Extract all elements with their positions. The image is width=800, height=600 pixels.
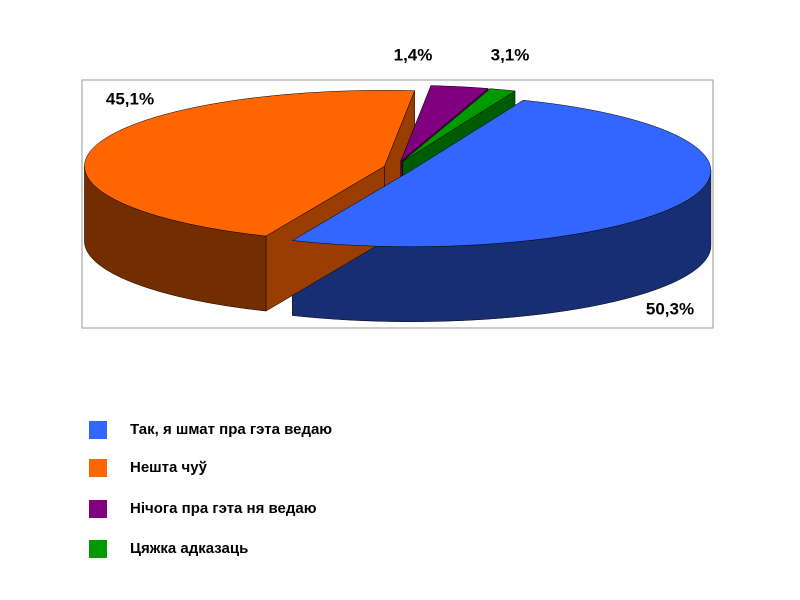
data-label: 50,3%: [646, 299, 694, 318]
legend-swatch: [89, 421, 107, 439]
slice: [291, 99, 712, 247]
slice: [84, 89, 416, 237]
legend-label: Цяжка адказаць: [130, 540, 248, 557]
legend-label: Нічога пра гэта ня ведаю: [130, 500, 317, 517]
data-label: 3,1%: [491, 45, 530, 64]
slice: [402, 88, 516, 162]
slice: [400, 85, 489, 162]
legend-swatch: [89, 459, 107, 477]
data-label: 1,4%: [394, 45, 433, 64]
legend-label: Нешта чуў: [130, 459, 208, 476]
data-labels: 50,3% 45,1% 3,1% 1,4%: [106, 45, 694, 318]
legend-swatch: [89, 500, 107, 518]
plot-frame: [81, 79, 714, 329]
legend: Так, я шмат пра гэта ведаю Нешта чуў Нічог…: [89, 421, 332, 558]
legend-label: Так, я шмат пра гэта ведаю: [130, 421, 332, 438]
legend-swatch: [89, 540, 107, 558]
pie-tops: [84, 85, 712, 247]
data-label: 45,1%: [106, 89, 154, 108]
